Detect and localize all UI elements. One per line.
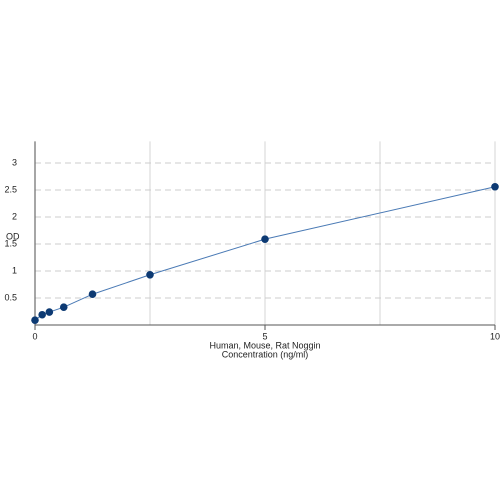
y-tick-label: 1.5 bbox=[4, 238, 17, 248]
x-tick-label: 0 bbox=[32, 331, 37, 341]
x-axis-label: Concentration (ng/ml) bbox=[222, 349, 309, 359]
data-point bbox=[31, 316, 39, 324]
y-tick-label: 2 bbox=[12, 211, 17, 221]
x-tick-label: 10 bbox=[490, 331, 500, 341]
data-point bbox=[59, 303, 68, 311]
data-point bbox=[491, 182, 499, 191]
data-point bbox=[88, 290, 97, 299]
data-point bbox=[146, 270, 154, 279]
y-tick-label: 3 bbox=[12, 157, 17, 167]
data-point bbox=[38, 310, 46, 319]
y-axis-label: OD bbox=[6, 231, 20, 241]
y-tick-label: 0.5 bbox=[4, 292, 17, 302]
y-tick-label: 2.5 bbox=[4, 184, 17, 194]
data-point bbox=[45, 308, 54, 316]
y-tick-label: 1 bbox=[12, 265, 17, 275]
x-tick-label: 5 bbox=[262, 331, 267, 341]
data-point bbox=[261, 235, 269, 243]
x-axis-label: Human, Mouse, Rat Noggin bbox=[209, 340, 320, 350]
